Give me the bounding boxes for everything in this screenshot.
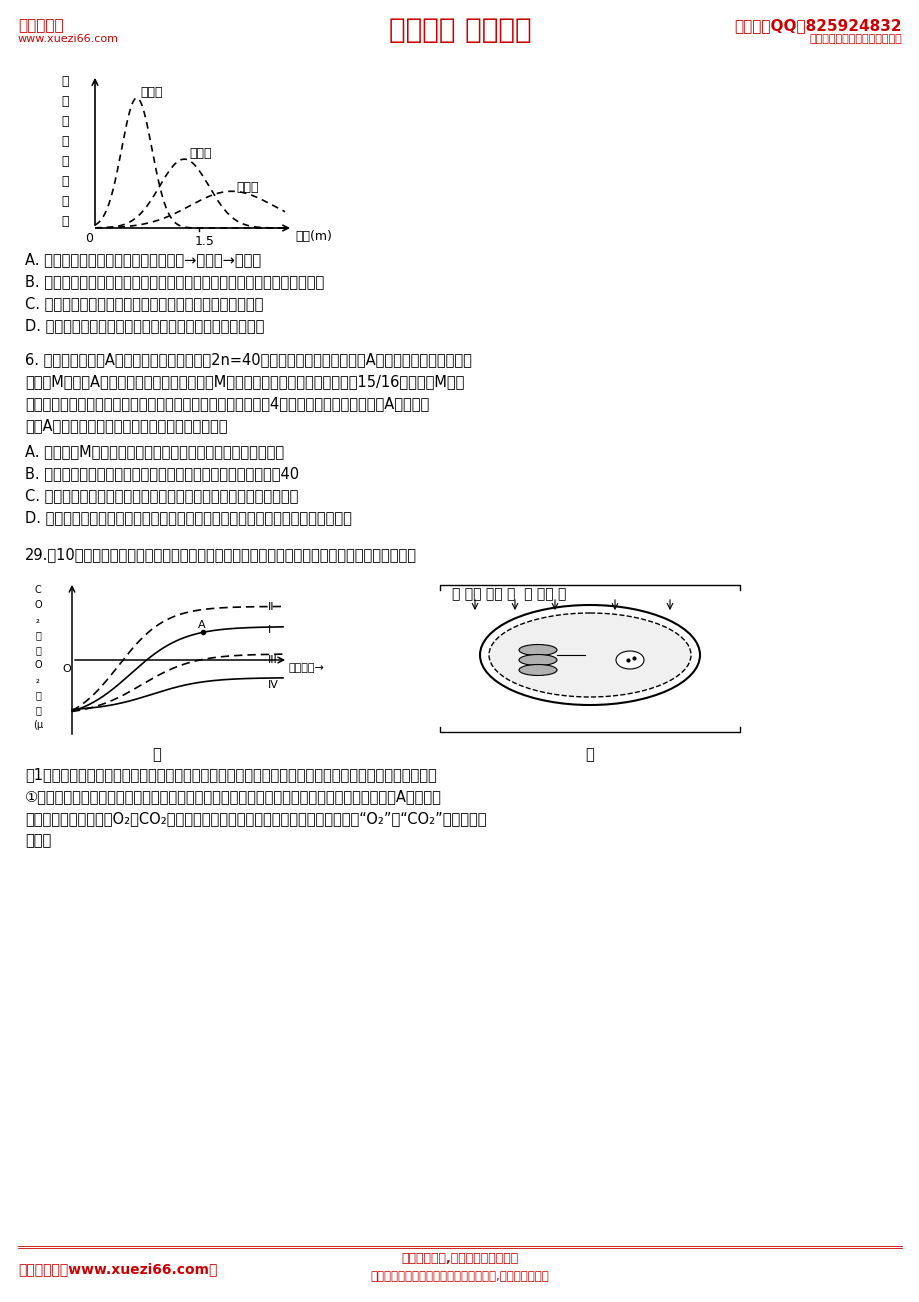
Text: C: C — [35, 585, 41, 595]
Text: O: O — [34, 600, 41, 611]
Text: I: I — [268, 625, 271, 635]
Text: II: II — [268, 603, 275, 612]
Text: C. 物种乙的数量突然增加，短时间内物种丙的数量也会增加: C. 物种乙的数量突然增加，短时间内物种丙的数量也会增加 — [25, 296, 263, 311]
Text: B. 若物种甲表示绿藻，它在不同水深处的个体数量不同，主要是温度的原因: B. 若物种甲表示绿藻，它在不同水深处的个体数量不同，主要是温度的原因 — [25, 273, 323, 289]
Text: B. 若每个子细胞都只含有一个荺光点，则子细胞中的染色体数是40: B. 若每个子细胞都只含有一个荺光点，则子细胞中的染色体数是40 — [25, 466, 299, 480]
Text: 的: 的 — [62, 155, 69, 168]
Text: 下，叶肉细胞中产生的O₂、CO₂的去向是怎样的呢？请在图乙括号中选择性的填写“O₂”或“CO₂”来表示这种: 下，叶肉细胞中产生的O₂、CO₂的去向是怎样的呢？请在图乙括号中选择性的填写“O… — [25, 811, 486, 825]
Text: 学子资源网（www.xuezi66.com）: 学子资源网（www.xuezi66.com） — [18, 1262, 217, 1276]
Text: ₂: ₂ — [36, 615, 40, 625]
Text: ₂: ₂ — [36, 674, 40, 685]
Text: 数: 数 — [62, 115, 69, 128]
Text: IV: IV — [268, 680, 278, 690]
Text: 深度(m): 深度(m) — [295, 230, 332, 243]
Ellipse shape — [518, 664, 556, 676]
Text: 量: 量 — [62, 135, 69, 148]
Text: D. 若物种丙表示肉食性鱼，该种群营养级高，所含能量较少: D. 若物种丙表示肉食性鱼，该种群营养级高，所含能量较少 — [25, 318, 264, 333]
Text: 相: 相 — [62, 174, 69, 187]
Text: 学子之家 圆梦高考: 学子之家 圆梦高考 — [388, 16, 531, 44]
Text: 甲: 甲 — [153, 747, 161, 762]
Text: 1.5: 1.5 — [194, 234, 214, 247]
Text: (μ: (μ — [33, 720, 43, 730]
Text: 物种丙: 物种丙 — [236, 181, 259, 194]
Text: 收: 收 — [35, 644, 40, 655]
Text: 状态。: 状态。 — [25, 833, 51, 848]
Text: O: O — [62, 664, 71, 674]
Text: 乙: 乙 — [585, 747, 594, 762]
Text: 物种乙: 物种乙 — [189, 147, 212, 160]
Text: D. 若子细胞中有的不含荺光点，则是因为同源染色体分离和非同源染色体自由组合: D. 若子细胞中有的不含荺光点，则是因为同源染色体分离和非同源染色体自由组合 — [25, 510, 351, 525]
Text: www.xuezi66.com: www.xuezi66.com — [18, 34, 119, 44]
Text: 要是A基因，就能被荺光标记）。下列叙述正确的是: 要是A基因，就能被荺光标记）。下列叙述正确的是 — [25, 418, 227, 434]
Ellipse shape — [518, 644, 556, 655]
Text: A. 获得植株M的原理是染色体变异，可为大豆的进化提供原材料: A. 获得植株M的原理是染色体变异，可为大豆的进化提供原材料 — [25, 444, 284, 460]
Text: （1）图甲反映的是在其它适宜条件下，光照强度对同一植株四种不同着生位置上的叶片的光合作用影响。: （1）图甲反映的是在其它适宜条件下，光照强度对同一植株四种不同着生位置上的叶片的… — [25, 767, 437, 783]
Text: A. 三种生物构成的食物链可能是物种甲→物种乙→物种丙: A. 三种生物构成的食物链可能是物种甲→物种乙→物种丙 — [25, 253, 261, 267]
Text: 售后客服QQ：825924832: 售后客服QQ：825924832 — [733, 18, 901, 33]
Text: 部位一个细胞在适宜条件下培养，让其连续正常分裂两次，产生4个子细胞。用荺光分子检测A基因（只: 部位一个细胞在适宜条件下培养，让其连续正常分裂两次，产生4个子细胞。用荺光分子检… — [25, 396, 429, 411]
Text: 放: 放 — [35, 704, 40, 715]
Text: 释: 释 — [35, 690, 40, 700]
Text: C. 若每个子细胞都含有两个荺光点，则细胞分裂过程发生了交叉互换: C. 若每个子细胞都含有两个荺光点，则细胞分裂过程发生了交叉互换 — [25, 488, 298, 503]
Text: 0: 0 — [85, 232, 93, 245]
Text: 对: 对 — [62, 195, 69, 208]
Text: 虫植株M（每个A基因都能正常表达）。将植株M自交，子代中抗虫植株所占比例为15/16。取植株M的某: 虫植株M（每个A基因都能正常表达）。将植株M自交，子代中抗虫植株所占比例为15/… — [25, 374, 464, 389]
Text: 海量教学资源,中高考备考精品资料: 海量教学资源,中高考备考精品资料 — [401, 1253, 518, 1266]
Text: 体: 体 — [62, 95, 69, 108]
Text: 个: 个 — [62, 76, 69, 89]
Text: A: A — [198, 620, 205, 630]
Text: （ ）（ ）（ ）  （ ）（ ）: （ ）（ ）（ ） （ ）（ ） — [451, 587, 566, 602]
Text: 光照强度→: 光照强度→ — [289, 663, 324, 673]
Text: 29.（10分）为了探究植物的一些生理特征，研究人员做了一系列的相关实验。请回答下列问题：: 29.（10分）为了探究植物的一些生理特征，研究人员做了一系列的相关实验。请回答… — [25, 547, 416, 562]
Text: 学子资源网: 学子资源网 — [18, 18, 63, 33]
Ellipse shape — [616, 651, 643, 669]
Text: 值: 值 — [62, 215, 69, 228]
Text: O: O — [34, 660, 41, 671]
Ellipse shape — [518, 655, 556, 665]
Text: 6. 将两个抗虫基因A（完全显性）导入大豆（2n=40）中，筛选出两个抗虫基因A成功整合到染色体上的抗: 6. 将两个抗虫基因A（完全显性）导入大豆（2n=40）中，筛选出两个抗虫基因A… — [25, 352, 471, 367]
Text: 吸: 吸 — [35, 630, 40, 641]
Text: 好评赠送二轮资料或资源窵点数: 好评赠送二轮资料或资源窵点数 — [809, 34, 901, 44]
Text: 每天更新各省市模拟试题、课件和教案等,欢迎注册下载！: 每天更新各省市模拟试题、课件和教案等,欢迎注册下载！ — [370, 1269, 549, 1282]
Ellipse shape — [489, 613, 690, 697]
Text: III: III — [268, 655, 278, 665]
Text: 物种甲: 物种甲 — [140, 86, 163, 99]
Text: ①图甲中各曲线与横轴的交点，代表四种不同着生位置上的叶片的＿＿＿＿＿＿＿＿。在图甲中A点的状态: ①图甲中各曲线与横轴的交点，代表四种不同着生位置上的叶片的＿＿＿＿＿＿＿＿。在图… — [25, 789, 441, 805]
